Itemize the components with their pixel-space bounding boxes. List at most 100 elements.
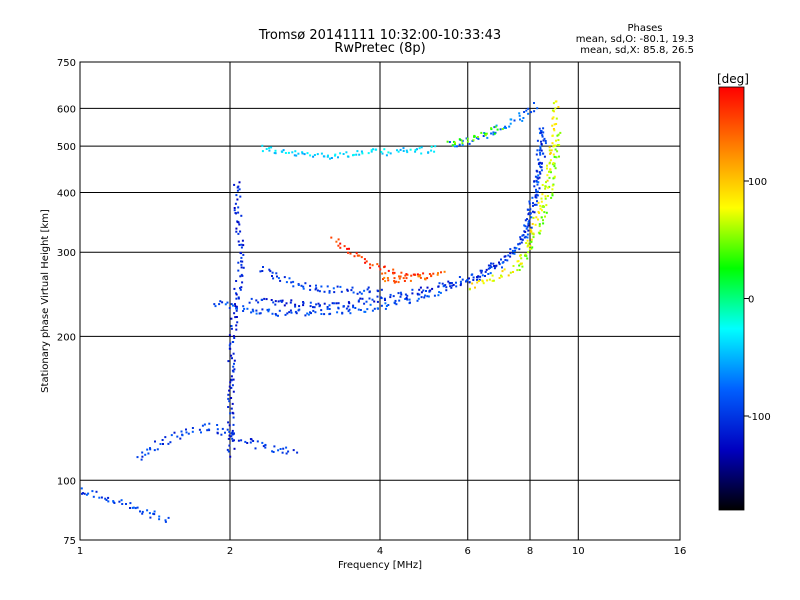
data-point (472, 139, 475, 142)
data-point (326, 306, 329, 308)
data-point (540, 131, 543, 134)
data-point (444, 284, 447, 287)
data-point (271, 275, 273, 277)
data-point (141, 510, 144, 513)
data-point (167, 442, 170, 445)
data-point (144, 453, 147, 456)
data-point (548, 161, 551, 164)
data-point (285, 452, 288, 455)
data-point (466, 140, 469, 143)
data-point (233, 183, 236, 186)
data-point (393, 271, 396, 274)
data-point (451, 144, 454, 147)
data-point (529, 228, 532, 231)
data-point (292, 285, 295, 288)
data-point (558, 155, 560, 158)
data-point (373, 300, 376, 303)
data-point (248, 301, 251, 304)
data-point (537, 177, 540, 180)
data-point (255, 299, 258, 302)
data-point (535, 216, 538, 219)
data-point (228, 389, 231, 392)
data-point (313, 154, 316, 156)
data-point (235, 194, 238, 197)
data-point (482, 282, 485, 285)
data-point (428, 273, 431, 275)
data-point (441, 282, 444, 285)
y-tick-label: 500 (57, 142, 76, 153)
data-point (356, 150, 359, 153)
data-point (271, 312, 274, 315)
data-point (314, 288, 317, 291)
data-point (416, 299, 419, 302)
data-point (538, 232, 541, 235)
data-point (411, 288, 414, 291)
data-point (551, 134, 554, 137)
data-point (259, 270, 262, 273)
data-point (357, 308, 360, 311)
data-point (518, 114, 521, 117)
data-point (152, 512, 155, 515)
data-point (169, 441, 172, 444)
data-point (529, 230, 532, 233)
data-point (105, 499, 108, 501)
data-point (348, 308, 351, 311)
data-point (493, 132, 496, 135)
data-point (229, 342, 232, 345)
data-point (468, 277, 470, 280)
data-point (553, 162, 556, 165)
data-point (309, 154, 312, 157)
data-point (542, 205, 545, 207)
x-axis-ticks: 1 2 4 6 8 10 16 (77, 546, 687, 557)
data-point (284, 152, 287, 154)
data-point (442, 284, 445, 287)
data-point (228, 334, 231, 337)
data-point (543, 211, 546, 214)
data-point (284, 313, 287, 316)
data-point (352, 291, 355, 294)
data-point (228, 434, 231, 437)
data-point (538, 187, 541, 190)
data-point (131, 506, 134, 509)
data-point (545, 204, 548, 207)
data-point (392, 295, 395, 298)
data-point (232, 378, 235, 381)
data-point (352, 304, 355, 307)
data-point (237, 296, 240, 299)
data-point (232, 304, 234, 307)
data-point (262, 266, 264, 268)
data-point (533, 180, 536, 183)
data-point (519, 236, 522, 239)
data-point (398, 275, 400, 278)
data-point (479, 269, 482, 272)
data-point (389, 296, 392, 299)
data-point (233, 439, 235, 442)
data-point (437, 294, 440, 297)
data-point (389, 293, 392, 296)
data-point (531, 232, 534, 235)
data-point (491, 274, 494, 277)
data-point (487, 267, 490, 270)
data-point (259, 312, 262, 315)
data-point (170, 434, 173, 437)
data-point (525, 227, 528, 230)
data-point (540, 169, 543, 172)
data-point (477, 137, 480, 140)
data-point (239, 288, 242, 291)
data-point (233, 362, 235, 365)
data-point (416, 292, 419, 295)
data-point (258, 312, 261, 315)
data-point (268, 149, 271, 152)
y-tick-label: 600 (57, 104, 76, 115)
data-point (147, 452, 150, 455)
data-point (87, 492, 90, 495)
data-point (486, 136, 489, 139)
x-tick-label: 4 (377, 546, 383, 557)
data-point (125, 503, 127, 505)
data-point (557, 133, 560, 136)
data-point (379, 268, 382, 271)
data-point (95, 490, 98, 493)
data-point (519, 263, 522, 266)
data-point (220, 433, 223, 436)
data-point (526, 239, 529, 242)
